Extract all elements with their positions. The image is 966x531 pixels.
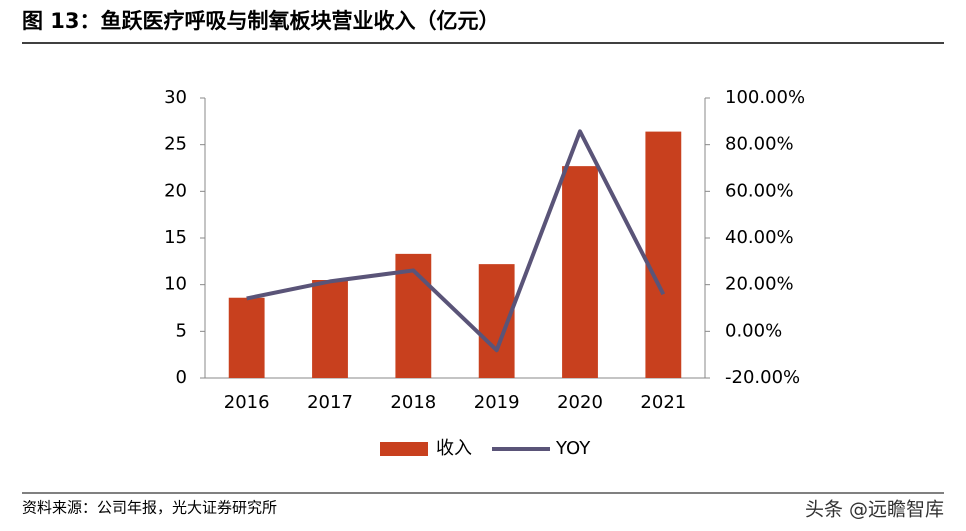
bar	[312, 280, 348, 378]
y-tick-label: 10	[164, 274, 187, 295]
watermark: 头条 @远瞻智库	[805, 499, 944, 521]
y-tick-label: 25	[164, 134, 187, 155]
chart-title: 图 13：鱼跃医疗呼吸与制氧板块营业收入（亿元）	[22, 9, 500, 33]
x-tick-label: 2019	[474, 392, 520, 413]
y-tick-label: 5	[176, 320, 187, 341]
y-tick-label: 30	[164, 87, 187, 108]
y2-tick-label: 100.00%	[725, 87, 805, 108]
x-tick-label: 2020	[557, 392, 603, 413]
y-tick-label: 15	[164, 227, 187, 248]
bar	[228, 297, 265, 378]
y-tick-label: 0	[176, 367, 187, 388]
y2-tick-label: 20.00%	[725, 274, 794, 295]
source: 资料来源：公司年报，光大证券研究所	[22, 499, 277, 517]
y2-tick-label: 0.00%	[725, 320, 782, 341]
y2-tick-label: 80.00%	[725, 134, 794, 155]
x-tick-label: 2021	[640, 392, 686, 413]
x-tick-label: 2017	[307, 392, 353, 413]
bar	[562, 166, 598, 378]
y-tick-label: 20	[164, 180, 187, 201]
bar	[645, 131, 682, 378]
legend-swatch	[380, 442, 428, 456]
legend-label: YOY	[555, 438, 591, 459]
y2-tick-label: 60.00%	[725, 180, 794, 201]
x-tick-label: 2018	[390, 392, 436, 413]
line	[246, 129, 666, 353]
x-tick-label: 2016	[224, 392, 270, 413]
y2-tick-label: -20.00%	[725, 367, 800, 388]
bar	[395, 253, 432, 378]
legend-label: 收入	[436, 438, 472, 459]
y2-tick-label: 40.00%	[725, 227, 794, 248]
